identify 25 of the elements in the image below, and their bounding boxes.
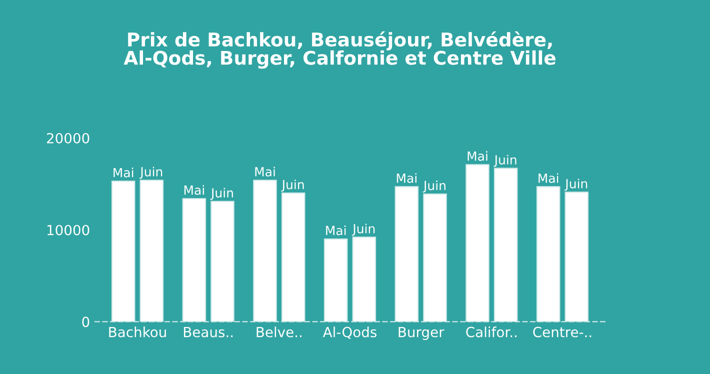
series-label: Juin (564, 178, 588, 191)
text: Juin (210, 188, 233, 200)
text: Mai (255, 166, 275, 176)
x-tick-label: Al-Qods (322, 326, 376, 339)
series-label: Mai (114, 168, 134, 178)
text: Juin (494, 154, 516, 167)
y-tick-label: 20000 (46, 132, 90, 144)
x-tick-label: Bachkou (109, 326, 166, 338)
x-tick-label: Beaus.. (184, 326, 233, 338)
text: Juin (422, 180, 446, 193)
x-tick-label: Centre-.. (533, 326, 592, 338)
text: Mai (326, 226, 346, 236)
x-tick-label: Califor.. (466, 326, 516, 338)
text: Juin (140, 166, 162, 179)
text: Juin (281, 180, 304, 192)
y-tick-label: 10000 (47, 224, 90, 236)
x-tick-label: Burger (398, 326, 444, 340)
text: Mai (468, 151, 488, 161)
text: Mai (396, 173, 416, 183)
text: Mai (184, 185, 204, 195)
text: Juin (352, 224, 375, 236)
chart-title: Prix de Bachkou, Beauséjour, Belvédère, Al-Qods, Burger, Calfornie et Centre Ville (124, 31, 556, 69)
x-tick-label: Belve.. (256, 326, 302, 338)
y-tick-label: 0 (82, 316, 90, 328)
text: Mai (538, 173, 558, 183)
